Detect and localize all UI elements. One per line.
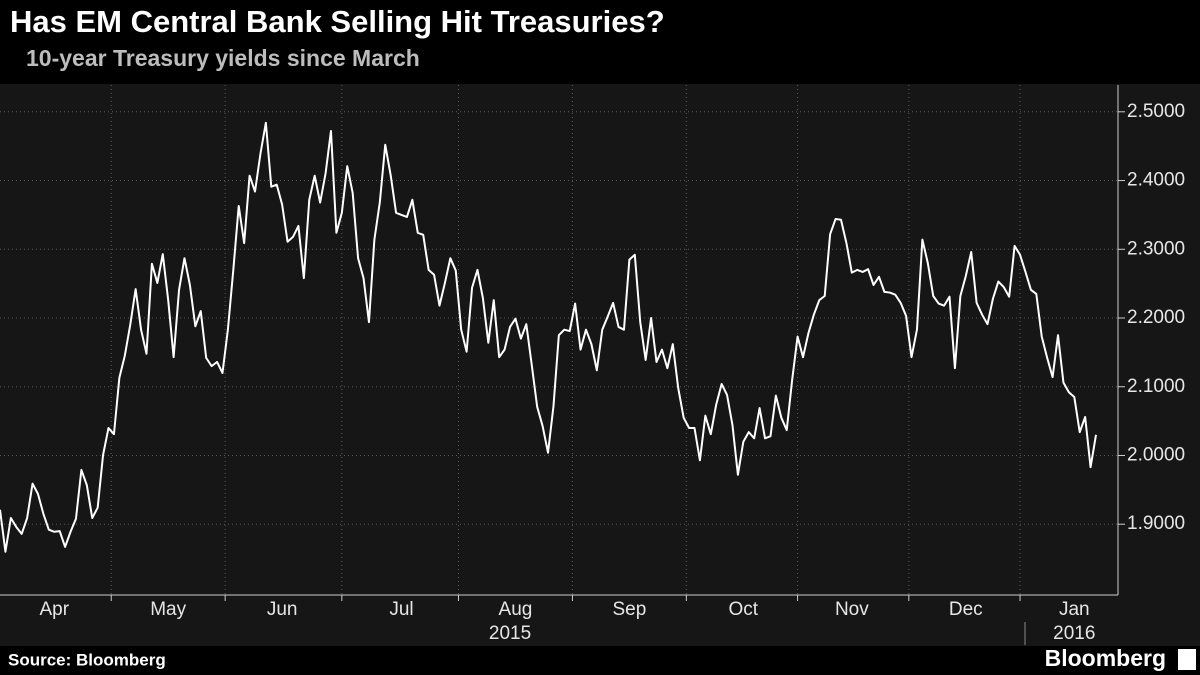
brand-icon [1178, 649, 1196, 670]
x-tick-label: Jan [1059, 599, 1090, 620]
y-tick-label: 2.3000 [1127, 238, 1185, 259]
brand: Bloomberg [1045, 645, 1166, 671]
x-tick-label: Nov [835, 599, 869, 620]
x-tick-label: Aug [499, 599, 533, 620]
chart-subtitle: 10-year Treasury yields since March [26, 45, 420, 71]
plot-background [0, 84, 1200, 646]
x-tick-label: Jul [389, 599, 413, 620]
y-tick-label: 2.0000 [1127, 444, 1185, 465]
x-tick-label: Dec [949, 599, 983, 620]
y-tick-label: 2.5000 [1127, 101, 1185, 122]
line-series [0, 121, 1097, 553]
x-tick-label: Jun [267, 599, 298, 620]
x-tick-label: May [150, 599, 186, 620]
source: Source: Bloomberg [8, 650, 166, 669]
y-tick-label: 1.9000 [1127, 513, 1185, 534]
year-label: 2016 [1053, 623, 1095, 644]
chart-title: Has EM Central Bank Selling Hit Treasuri… [10, 4, 665, 39]
x-tick-label: Oct [729, 599, 759, 620]
year-label: 2015 [489, 623, 531, 644]
y-tick-label: 2.2000 [1127, 307, 1185, 328]
y-tick-label: 2.1000 [1127, 376, 1185, 397]
y-tick-label: 2.4000 [1127, 170, 1185, 191]
x-tick-label: Sep [612, 599, 646, 620]
x-tick-label: Apr [39, 599, 69, 620]
